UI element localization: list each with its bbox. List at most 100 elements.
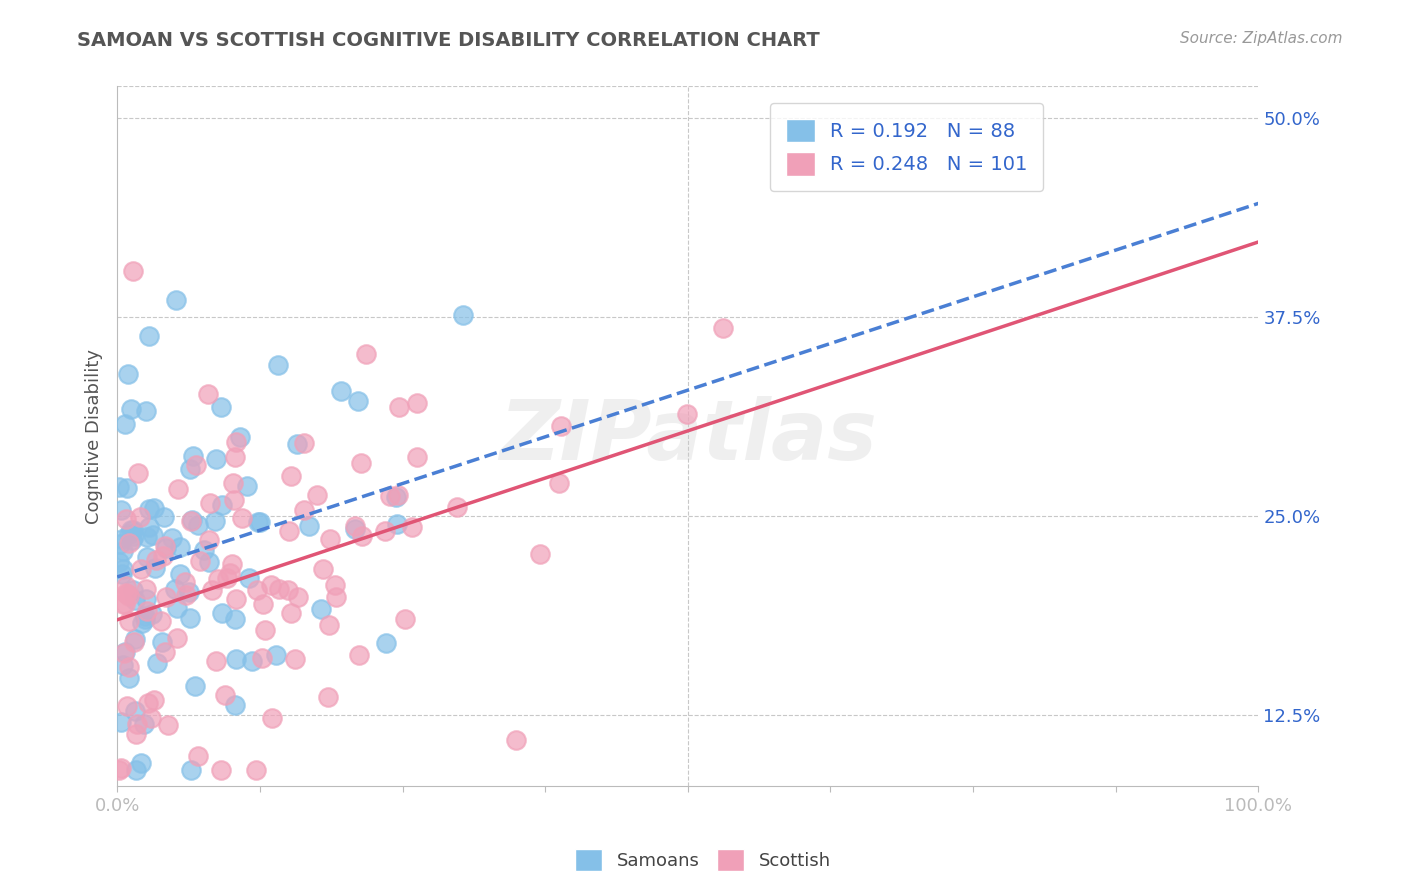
Point: [143, 693, 166, 707]
Point: [222, 492, 245, 507]
Point: [323, 578, 346, 592]
Point: [179, 611, 201, 625]
Point: [247, 515, 270, 529]
Point: [287, 591, 309, 605]
Point: [108, 555, 131, 569]
Point: [312, 562, 335, 576]
Point: [122, 582, 145, 597]
Point: [115, 699, 138, 714]
Point: [125, 717, 148, 731]
Point: [145, 656, 167, 670]
Point: [280, 606, 302, 620]
Point: [292, 503, 315, 517]
Point: [260, 711, 283, 725]
Point: [211, 606, 233, 620]
Point: [221, 557, 243, 571]
Point: [152, 549, 174, 563]
Point: [184, 679, 207, 693]
Point: [124, 635, 146, 649]
Point: [406, 396, 429, 410]
Point: [108, 537, 131, 551]
Point: [222, 476, 245, 491]
Point: [318, 617, 340, 632]
Point: [548, 475, 571, 490]
Point: [141, 711, 163, 725]
Point: [188, 554, 211, 568]
Point: [138, 501, 160, 516]
Point: [375, 636, 398, 650]
Point: [387, 488, 409, 502]
Point: [120, 401, 142, 416]
Point: [132, 717, 155, 731]
Point: [157, 718, 180, 732]
Point: [111, 566, 134, 581]
Point: [193, 543, 215, 558]
Point: [207, 572, 229, 586]
Point: [252, 597, 274, 611]
Point: [131, 615, 153, 630]
Point: [118, 590, 141, 604]
Point: [446, 500, 468, 515]
Point: [217, 571, 239, 585]
Point: [225, 652, 247, 666]
Point: [115, 579, 138, 593]
Point: [143, 561, 166, 575]
Point: [180, 513, 202, 527]
Point: [219, 566, 242, 580]
Point: [115, 512, 138, 526]
Point: [180, 514, 202, 528]
Point: [529, 548, 551, 562]
Point: [204, 514, 226, 528]
Point: [169, 540, 191, 554]
Point: [246, 583, 269, 598]
Point: [128, 510, 150, 524]
Point: [245, 763, 267, 777]
Point: [278, 524, 301, 538]
Point: [184, 458, 207, 472]
Point: [346, 393, 368, 408]
Point: [343, 523, 366, 537]
Point: [124, 632, 146, 646]
Point: [179, 462, 201, 476]
Point: [214, 688, 236, 702]
Point: [160, 531, 183, 545]
Point: [225, 434, 247, 449]
Point: [388, 401, 411, 415]
Point: [118, 614, 141, 628]
Point: [453, 308, 475, 322]
Point: [118, 671, 141, 685]
Point: [240, 654, 263, 668]
Point: [122, 523, 145, 537]
Point: [205, 654, 228, 668]
Point: [111, 562, 134, 576]
Point: [319, 532, 342, 546]
Point: [145, 552, 167, 566]
Point: [153, 539, 176, 553]
Point: [350, 456, 373, 470]
Point: [394, 612, 416, 626]
Point: [309, 601, 332, 615]
Point: [152, 509, 174, 524]
Point: [135, 582, 157, 596]
Point: [267, 582, 290, 596]
Point: [112, 657, 135, 672]
Point: [224, 612, 246, 626]
Point: [235, 479, 257, 493]
Legend: R = 0.192   N = 88, R = 0.248   N = 101: R = 0.192 N = 88, R = 0.248 N = 101: [770, 103, 1043, 192]
Text: ZIPatlas: ZIPatlas: [499, 396, 877, 476]
Point: [349, 648, 371, 662]
Point: [163, 582, 186, 597]
Point: [169, 566, 191, 581]
Point: [198, 496, 221, 510]
Point: [224, 698, 246, 712]
Point: [134, 608, 156, 623]
Point: [253, 624, 276, 638]
Point: [229, 430, 252, 444]
Point: [125, 727, 148, 741]
Point: [197, 533, 219, 547]
Point: [135, 403, 157, 417]
Point: [129, 756, 152, 771]
Point: [121, 264, 143, 278]
Point: [124, 705, 146, 719]
Point: [211, 498, 233, 512]
